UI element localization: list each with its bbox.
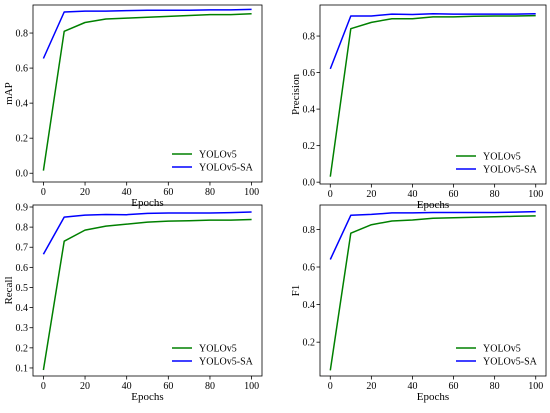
x-tick-label: 20 bbox=[366, 381, 376, 392]
y-tick-label: 0.2 bbox=[16, 343, 29, 354]
x-tick-label: 100 bbox=[244, 381, 259, 392]
x-tick-label: 80 bbox=[205, 187, 215, 198]
legend-label: YOLOv5 bbox=[483, 344, 521, 355]
legend-label: YOLOv5 bbox=[483, 152, 521, 163]
x-tick-label: 20 bbox=[366, 189, 376, 200]
y-tick-label: 0.8 bbox=[16, 223, 29, 234]
legend-label: YOLOv5 bbox=[199, 344, 237, 355]
x-tick-label: 20 bbox=[80, 187, 90, 198]
series-line-yolov5 bbox=[329, 14, 536, 177]
legend-label: YOLOv5-SA bbox=[483, 165, 538, 176]
legend-label: YOLOv5-SA bbox=[483, 357, 538, 368]
y-tick-label: 0.2 bbox=[16, 134, 29, 145]
legend-label: YOLOv5-SA bbox=[199, 163, 254, 174]
y-tick-label: 0.6 bbox=[16, 64, 29, 75]
x-tick-label: 80 bbox=[205, 381, 215, 392]
series-line-yolov5 bbox=[42, 218, 252, 371]
y-tick-label: 0.9 bbox=[16, 203, 29, 214]
y-tick-label: 0.7 bbox=[16, 243, 29, 254]
series-line-yolov5-sa bbox=[42, 211, 252, 255]
y-tick-label: 0.8 bbox=[16, 29, 29, 40]
x-tick-label: 0 bbox=[328, 381, 333, 392]
x-tick-label: 100 bbox=[244, 187, 259, 198]
y-tick-label: 0.6 bbox=[303, 68, 316, 79]
legend: YOLOv5 YOLOv5-SA bbox=[172, 150, 254, 174]
plot-frame bbox=[319, 4, 547, 185]
subplot-map: 0 20 40 60 80 100 0.0 0.2 0.4 0.6 0.8 Epochs mAP YOLO… bbox=[3, 4, 263, 209]
plot-frame bbox=[319, 204, 547, 377]
x-tick-label: 60 bbox=[449, 381, 459, 392]
y-tick-label: 0.8 bbox=[303, 225, 316, 236]
legend-label: YOLOv5-SA bbox=[199, 357, 254, 368]
y-tick-label: 0.6 bbox=[303, 263, 316, 274]
x-tick-label: 80 bbox=[490, 189, 500, 200]
y-tick-label: 0.2 bbox=[303, 338, 316, 349]
x-tick-label: 60 bbox=[163, 187, 173, 198]
legend: YOLOv5 YOLOv5-SA bbox=[456, 152, 538, 176]
y-tick-label: 0.2 bbox=[303, 141, 316, 152]
x-tick-label: 40 bbox=[122, 187, 132, 198]
subplot-f1: 0 20 40 60 80 1000.20.40.60.8EpochsF1YOLOv5YO… bbox=[290, 204, 547, 403]
legend: YOLOv5 YOLOv5-SA bbox=[172, 344, 254, 368]
y-tick-label: 0.8 bbox=[303, 32, 316, 43]
y-axis-title: F1 bbox=[290, 285, 302, 297]
series-line-yolov5-sa bbox=[42, 8, 252, 59]
x-tick-label: 0 bbox=[328, 189, 333, 200]
subplot-precision: 0 20 40 60 80 1000.00.20.40.60.8EpochsPrecisi… bbox=[290, 4, 547, 211]
series-line-yolov5 bbox=[42, 13, 252, 171]
x-tick-label: 40 bbox=[407, 189, 417, 200]
x-tick-label: 20 bbox=[80, 381, 90, 392]
series-line-yolov5-sa bbox=[329, 210, 536, 260]
y-tick-label: 0.4 bbox=[303, 300, 316, 311]
y-tick-label: 0.5 bbox=[16, 283, 29, 294]
plot-frame bbox=[32, 204, 263, 377]
subplot-recall: 0 20 40 60 80 100 0.1 0.2 0.3 0.4 0.5 0.6 0.7 0.8 0.9 E… bbox=[3, 203, 263, 403]
y-tick-label: 0.0 bbox=[303, 178, 316, 189]
legend-label: YOLOv5 bbox=[199, 150, 237, 161]
y-axis-title: mAP bbox=[3, 82, 15, 105]
y-tick-label: 0.6 bbox=[16, 263, 29, 274]
x-axis-title: Epochs bbox=[131, 391, 163, 403]
y-tick-label: 0.1 bbox=[16, 363, 29, 374]
series-line-yolov5 bbox=[329, 215, 536, 371]
x-tick-label: 40 bbox=[122, 381, 132, 392]
x-tick-label: 60 bbox=[449, 189, 459, 200]
y-axis-title: Precision bbox=[290, 74, 302, 115]
x-tick-label: 100 bbox=[528, 381, 543, 392]
y-axis-title: Recall bbox=[3, 276, 15, 304]
y-tick-label: 0.3 bbox=[16, 323, 29, 334]
plot-frame bbox=[32, 4, 263, 183]
x-axis-title: Epochs bbox=[131, 197, 163, 209]
x-tick-label: 100 bbox=[528, 189, 543, 200]
x-axis-title: Epochs bbox=[417, 391, 449, 403]
series-line-yolov5-sa bbox=[329, 13, 536, 70]
y-tick-label: 0.4 bbox=[303, 105, 316, 116]
x-tick-label: 0 bbox=[41, 381, 46, 392]
x-tick-label: 0 bbox=[41, 187, 46, 198]
x-tick-label: 80 bbox=[490, 381, 500, 392]
x-tick-label: 40 bbox=[407, 381, 417, 392]
legend: YOLOv5 YOLOv5-SA bbox=[456, 344, 538, 368]
y-tick-label: 0.4 bbox=[16, 99, 29, 110]
y-tick-label: 0.4 bbox=[16, 303, 29, 314]
y-tick-label: 0.0 bbox=[16, 169, 29, 180]
x-tick-label: 60 bbox=[163, 381, 173, 392]
